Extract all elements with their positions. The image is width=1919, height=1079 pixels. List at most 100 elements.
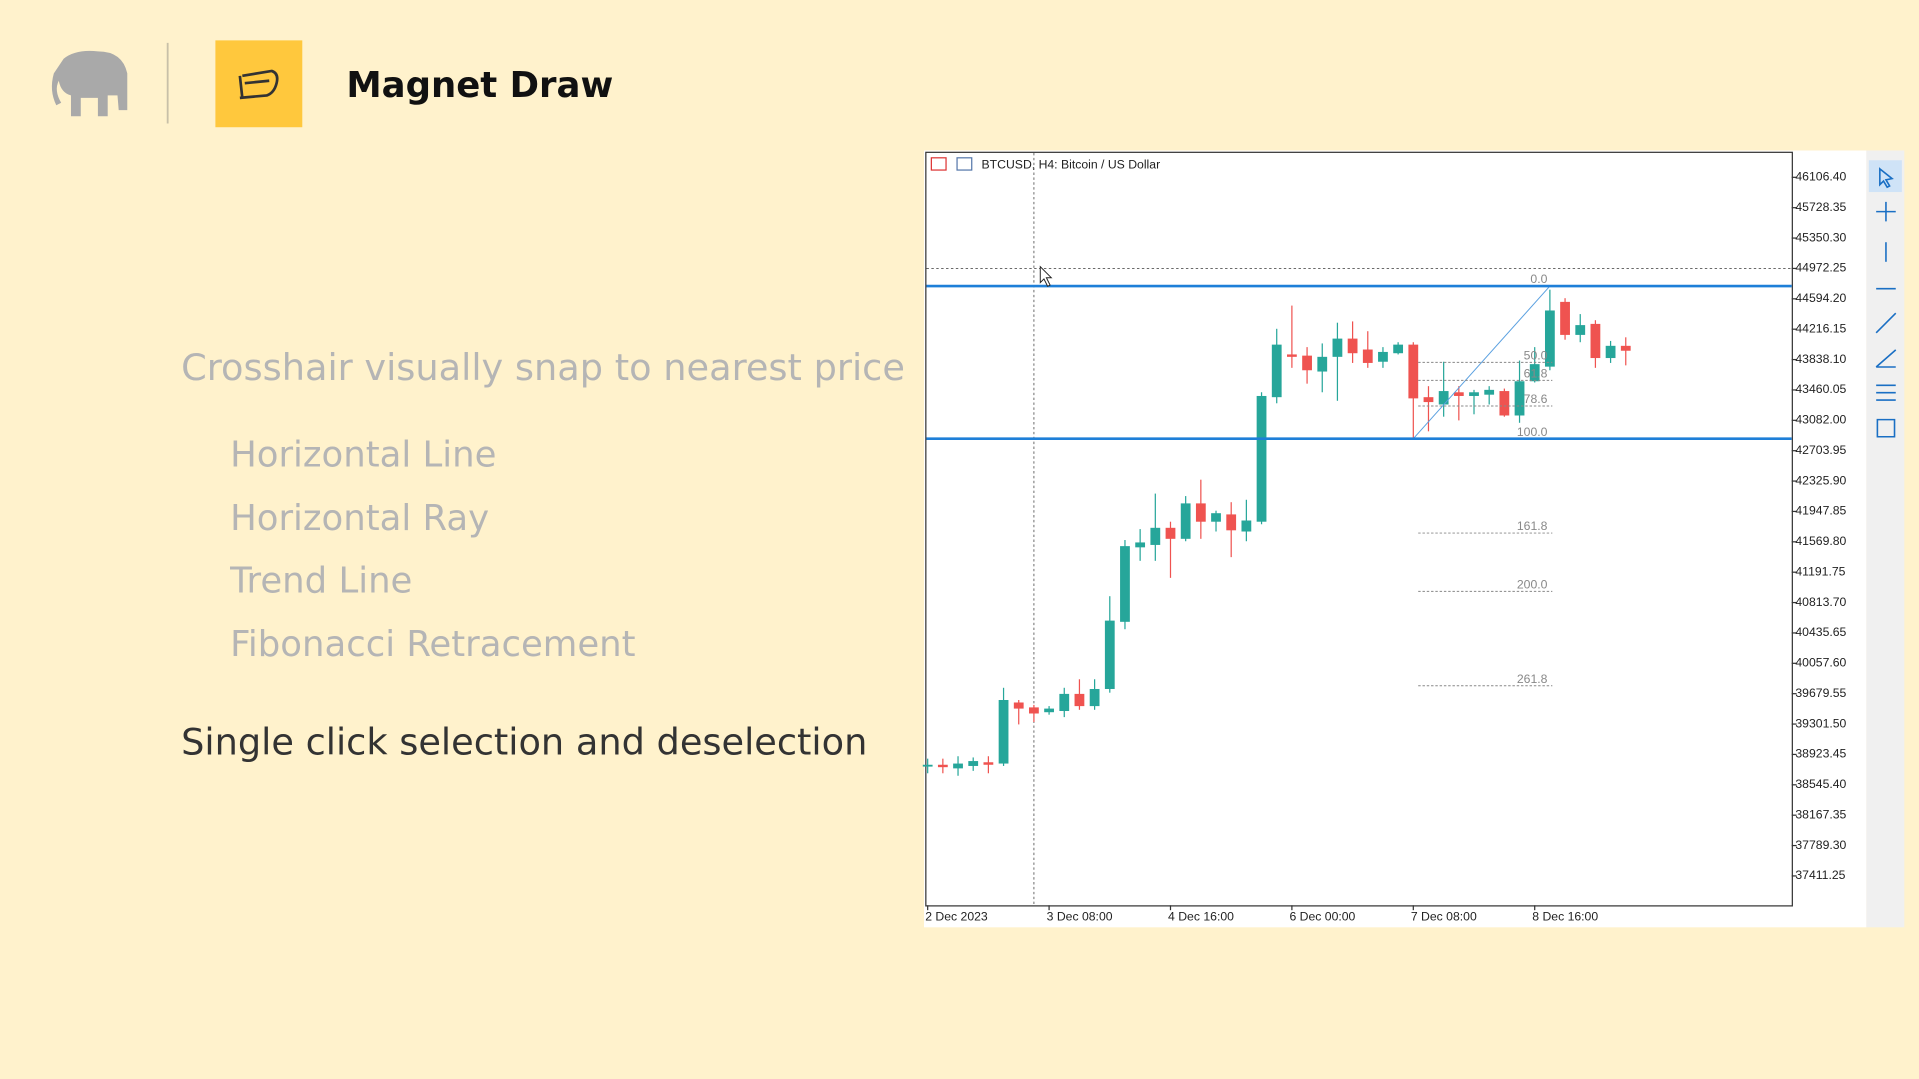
candle-body (1469, 392, 1479, 396)
candle-body (998, 699, 1009, 764)
page-title: Magnet Draw (346, 65, 613, 106)
candle-body (1560, 301, 1570, 335)
fib-label: 161.8 (1517, 519, 1548, 533)
y-tick-label: 43082.00 (1795, 413, 1846, 427)
candle-body (1347, 338, 1358, 354)
y-tick-label: 44594.20 (1795, 291, 1846, 305)
y-tick-label: 41191.75 (1795, 564, 1845, 578)
candle-body (1453, 392, 1464, 396)
y-tick-label: 43460.05 (1795, 382, 1846, 396)
magnet-icon (238, 69, 279, 100)
feature-item: Trend Line (229, 560, 412, 601)
x-tick-label: 4 Dec 16:00 (1168, 910, 1234, 924)
candle-body (1287, 354, 1297, 357)
candle-body (1499, 391, 1510, 416)
tool-angle[interactable] (1875, 349, 1897, 368)
candle-body (1317, 356, 1328, 372)
fib-label: 100.0 (1517, 425, 1548, 439)
y-tick-label: 39679.55 (1795, 686, 1846, 700)
y-tick-label: 41569.80 (1795, 534, 1846, 548)
chart-title: BTCUSD, H4: Bitcoin / US Dollar (982, 157, 1161, 171)
candle-body (1135, 542, 1146, 548)
y-tick-label: 46106.40 (1795, 170, 1846, 184)
magnet-icon-box (215, 40, 303, 128)
candle-body (1104, 620, 1115, 689)
candle-body (1590, 323, 1601, 359)
tool-channel[interactable] (1876, 384, 1896, 401)
candle-body (1165, 527, 1176, 539)
tool-shapes[interactable] (1876, 418, 1896, 438)
chart-window (924, 150, 1867, 928)
candle-body (1226, 514, 1237, 531)
y-tick-label: 37789.30 (1795, 838, 1846, 852)
fib-label: 50.0 (1524, 349, 1548, 363)
candle-body (953, 763, 963, 769)
candle-body (1423, 397, 1434, 403)
y-tick-label: 40057.60 (1795, 656, 1846, 670)
y-tick-label: 37411.25 (1795, 868, 1845, 882)
candle-body (1605, 345, 1616, 359)
candle-body (1529, 364, 1540, 382)
candle-body (1302, 355, 1312, 371)
candle-body (1211, 513, 1221, 522)
candle-body (1438, 391, 1449, 405)
candle-body (1074, 693, 1085, 707)
candle-body (983, 762, 994, 765)
y-tick-label: 44216.15 (1795, 321, 1846, 335)
y-tick-label: 45728.35 (1795, 200, 1846, 214)
plot-frame (925, 151, 1793, 907)
candle-body (937, 764, 948, 768)
y-tick-label: 40813.70 (1795, 595, 1846, 609)
candle-body (1029, 707, 1039, 714)
fib-label: 0.0 (1530, 272, 1547, 286)
toolbar (1866, 150, 1905, 928)
fib-label: 200.0 (1517, 577, 1548, 591)
candle-body (1620, 345, 1631, 351)
tool-cursor[interactable] (1868, 160, 1902, 193)
chart-icon (956, 157, 973, 171)
fib-label: 261.8 (1517, 672, 1548, 686)
tool-trend[interactable] (1875, 312, 1897, 334)
x-tick-label: 7 Dec 08:00 (1411, 910, 1477, 924)
x-tick-label: 3 Dec 08:00 (1047, 910, 1113, 924)
y-tick-label: 38923.45 (1795, 747, 1846, 761)
fib-label: 78.6 (1524, 392, 1548, 406)
plot: 46106.40 45728.35 45350.30 44972.25 44594.20… (922, 152, 1847, 924)
y-tick-label: 43838.10 (1795, 352, 1846, 366)
candle-body (1393, 344, 1404, 354)
mouse-cursor (1039, 265, 1053, 287)
tool-pointer[interactable] (1879, 167, 1894, 189)
candle-body (1241, 520, 1252, 532)
candle-body (1180, 503, 1191, 539)
feature-item: Fibonacci Retracement (230, 624, 636, 665)
candle-body (1150, 527, 1161, 545)
candle-body (1271, 344, 1282, 398)
elephant-logo (51, 50, 128, 117)
x-tick-label: 8 Dec 16:00 (1532, 910, 1598, 924)
y-tick-label: 42703.95 (1795, 443, 1846, 457)
candle-body (1544, 310, 1555, 367)
candle-body (922, 764, 933, 767)
candle-body (968, 761, 979, 766)
tool-icons (1875, 167, 1897, 438)
candle-body (1059, 693, 1070, 712)
y-tick-label: 41947.85 (1795, 504, 1846, 518)
trend-line (1412, 285, 1551, 440)
fib-label: 61.8 (1524, 367, 1548, 381)
candle-body (1256, 395, 1267, 522)
feature-item: Horizontal Line (230, 434, 496, 475)
feature-item: Horizontal Ray (230, 498, 489, 539)
y-tick-label: 40435.65 (1795, 625, 1846, 639)
candle-body (1195, 503, 1206, 522)
candle-body (1378, 351, 1388, 362)
candle-body (1362, 349, 1373, 363)
candle-body (1514, 381, 1525, 416)
candle-body (1408, 344, 1419, 399)
tool-crosshair[interactable] (1876, 201, 1896, 222)
candle-body (1013, 702, 1024, 709)
y-tick-label: 42325.90 (1795, 473, 1846, 487)
candle-body (1120, 546, 1130, 622)
y-tick-label: 39301.50 (1795, 716, 1846, 730)
